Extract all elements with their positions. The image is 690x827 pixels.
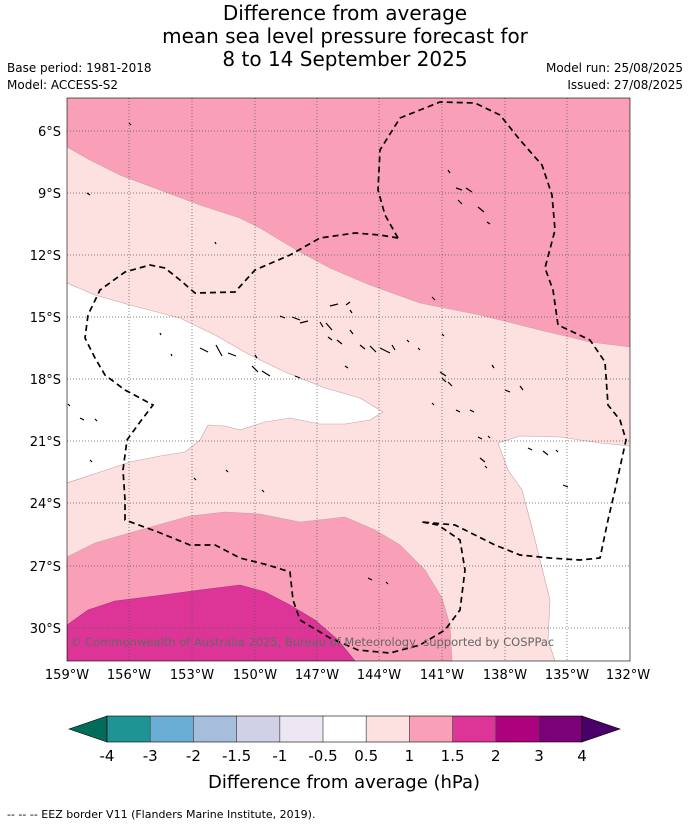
- colorbar-swatch: [107, 716, 151, 742]
- map-panel: [67, 98, 630, 661]
- lon-label-150w: 150°W: [233, 668, 277, 683]
- colorbar-tick: 1: [405, 747, 415, 765]
- colorbar-swatch: [495, 716, 539, 742]
- lon-label-138w: 138°W: [483, 668, 527, 683]
- colorbar-tick: -1.5: [222, 747, 251, 765]
- colorbar-label: Difference from average (hPa): [208, 772, 480, 793]
- islands: [67, 122, 569, 585]
- title-line-3: 8 to 14 September 2025: [222, 47, 468, 71]
- colorbar-swatch: [409, 716, 453, 742]
- field-pink-north: [67, 98, 630, 348]
- copyright-notice: © Commonwealth of Australia 2025, Bureau…: [70, 635, 554, 649]
- lat-label-18s: 18°S: [30, 373, 61, 388]
- map-frame: [66, 97, 631, 662]
- issued-date: Issued: 27/08/2025: [567, 78, 683, 92]
- lat-label-24s: 24°S: [30, 497, 61, 512]
- colorbar-swatch: [236, 716, 280, 742]
- lon-label-141w: 141°W: [420, 668, 464, 683]
- grid: [67, 98, 630, 661]
- title-line-1: Difference from average: [222, 1, 468, 25]
- colorbar-swatch: [193, 716, 237, 742]
- colorbar-tick: 3: [534, 747, 544, 765]
- title-line-2: mean sea level pressure forecast for: [162, 24, 528, 48]
- lon-label-159w: 159°W: [45, 668, 89, 683]
- meta-left: Base period: 1981-2018 Model: ACCESS-S2: [7, 60, 152, 94]
- colorbar: -4 -3 -2 -1.5 -1 -0.5 0.5 1 1.5 2 3 4 Di…: [68, 715, 621, 793]
- model-name: Model: ACCESS-S2: [7, 78, 119, 92]
- map-title: Difference from average mean sea level p…: [0, 2, 690, 71]
- field-white-west: [67, 282, 384, 484]
- eez-footnote: -- -- -- EEZ border V11 (Flanders Marine…: [7, 808, 316, 821]
- eez-borders: [84, 101, 627, 654]
- lon-label-153w: 153°W: [170, 668, 214, 683]
- colorbar-under-arrow: [68, 715, 108, 743]
- lat-label-6s: 6°S: [38, 125, 61, 140]
- colorbar-tick: -2: [186, 747, 201, 765]
- model-run: Model run: 25/08/2025: [545, 61, 683, 75]
- colorbar-tick: -1: [272, 747, 287, 765]
- colorbar-tick: -3: [143, 747, 158, 765]
- lat-label-12s: 12°S: [30, 249, 61, 264]
- colorbar-swatch: [539, 716, 582, 742]
- field-magenta-south: [67, 584, 356, 661]
- colorbar-tick: 1.5: [441, 747, 465, 765]
- colorbar-tick: 0.5: [354, 747, 378, 765]
- colorbar-swatch: [279, 716, 323, 742]
- colorbar-swatch: [452, 716, 496, 742]
- meta-right: Model run: 25/08/2025 Issued: 27/08/2025: [546, 60, 683, 94]
- lon-axis: 159°W 156°W 153°W 150°W 147°W 144°W 141°…: [45, 668, 650, 683]
- lat-label-9s: 9°S: [38, 187, 61, 202]
- lon-label-144w: 144°W: [357, 668, 401, 683]
- colorbar-tick: 4: [577, 747, 587, 765]
- lon-label-132w: 132°W: [606, 668, 650, 683]
- lat-label-27s: 27°S: [30, 560, 61, 575]
- lat-label-15s: 15°S: [30, 311, 61, 326]
- lat-label-21s: 21°S: [30, 435, 61, 450]
- colorbar-swatch: [366, 716, 410, 742]
- colorbar-swatch: [323, 716, 367, 742]
- base-period: Base period: 1981-2018: [7, 61, 152, 75]
- colorbar-swatch: [150, 716, 194, 742]
- colorbar-over-arrow: [581, 715, 621, 743]
- colorbar-tick: 2: [491, 747, 501, 765]
- lat-axis: 6°S 9°S 12°S 15°S 18°S 21°S 24°S 27°S 30…: [30, 125, 61, 637]
- colorbar-tick: -4: [100, 747, 115, 765]
- lon-label-147w: 147°W: [295, 668, 339, 683]
- lat-label-30s: 30°S: [30, 622, 61, 637]
- lon-label-135w: 135°W: [545, 668, 589, 683]
- lon-label-156w: 156°W: [107, 668, 151, 683]
- colorbar-tick: -0.5: [308, 747, 337, 765]
